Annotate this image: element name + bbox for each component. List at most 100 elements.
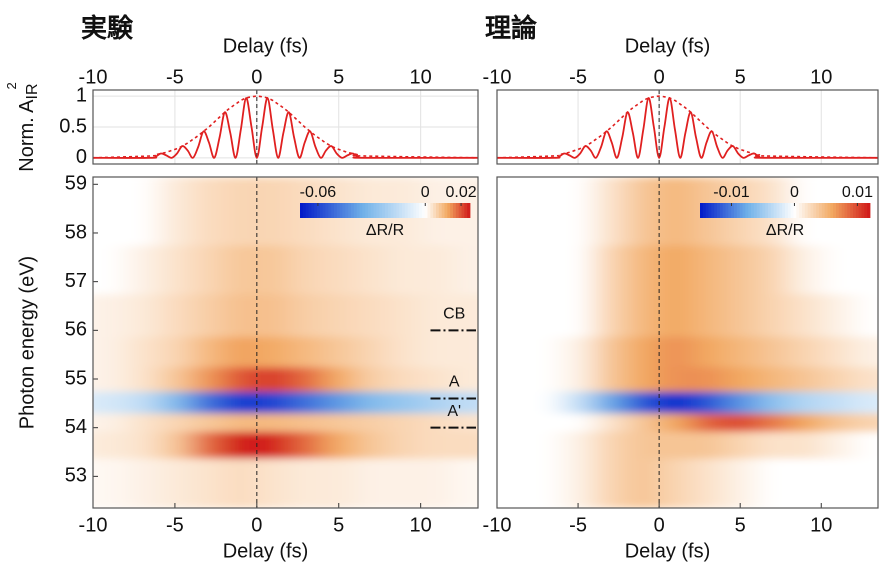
plot-frame — [496, 89, 879, 165]
colorbar-swatch — [359, 203, 363, 218]
heatmap-cell — [289, 431, 323, 459]
heatmap-cell — [691, 458, 725, 508]
heatmap-cell — [387, 458, 422, 508]
heatmap-cell — [821, 413, 855, 432]
colorbar-swatch — [768, 203, 772, 218]
heatmap-cell — [355, 366, 389, 392]
heatmap-cell — [93, 366, 127, 392]
heatmap-cell — [594, 391, 628, 414]
heatmap-cell — [691, 293, 725, 337]
heatmap-cell — [93, 391, 127, 414]
colorbar-swatch — [331, 203, 335, 218]
heatmap-cell — [594, 458, 628, 508]
colorbar-swatch — [447, 203, 451, 218]
colorbar-swatch — [773, 203, 777, 218]
x-tick-label: 5 — [735, 514, 746, 536]
colorbar-swatch — [427, 203, 431, 218]
colorbar-tick-label: 0.01 — [842, 184, 873, 201]
heatmap-cell — [853, 431, 878, 459]
colorbar-swatch — [317, 203, 321, 218]
heatmap-cell — [420, 366, 454, 392]
colorbar-swatch — [751, 203, 755, 218]
colorbar-swatch — [734, 203, 738, 218]
colorbar-swatch — [441, 203, 445, 218]
colorbar-swatch — [410, 203, 414, 218]
colorbar-swatch — [467, 203, 471, 218]
y-tick-label: 0 — [76, 146, 87, 168]
heatmap-cell — [355, 293, 389, 337]
heatmap-cell — [691, 431, 725, 459]
y-axis-label-sub: IR — [24, 83, 41, 99]
colorbar-swatch — [404, 203, 409, 218]
heatmap-cell — [158, 391, 192, 414]
heatmap-cell — [420, 336, 454, 368]
x-tick-label: 10 — [410, 514, 432, 536]
heatmap-cell — [497, 366, 530, 392]
heatmap-cell — [420, 431, 454, 459]
heatmap-cell — [626, 336, 660, 368]
heatmap-cell — [659, 458, 693, 508]
heatmap-cell — [420, 391, 454, 414]
x-tick-label: -10 — [483, 66, 512, 88]
heatmap-cell — [158, 366, 192, 392]
heatmap-cell — [158, 458, 192, 508]
colorbar-swatch — [458, 203, 462, 218]
heatmap-cell — [322, 366, 356, 392]
heatmap-cell — [821, 293, 855, 337]
envelope-line — [92, 95, 479, 159]
heatmap-cell — [691, 413, 725, 432]
colorbar-swatch — [748, 203, 752, 218]
heatmap-cell — [497, 431, 530, 459]
heatmap-cell — [289, 458, 323, 508]
heatmap-cell — [756, 458, 790, 508]
heatmap-cell — [387, 391, 422, 414]
x-tick-label: -5 — [166, 66, 184, 88]
colorbar-swatch — [325, 203, 329, 218]
x-axis-label: Delay (fs) — [223, 35, 309, 57]
colorbar-swatch — [322, 203, 326, 218]
heatmap-cell — [691, 245, 725, 295]
heatmap-cell — [256, 336, 291, 368]
colorbar-swatch — [725, 203, 729, 218]
colorbar-swatch — [396, 203, 400, 218]
colorbar-swatch — [776, 203, 780, 218]
heatmap-cell — [453, 366, 478, 392]
heatmap-cell — [355, 391, 389, 414]
y-axis-label: Norm. AIR 2 — [4, 82, 41, 171]
colorbar-swatch — [756, 203, 760, 218]
heatmap-cell — [322, 245, 356, 295]
colorbar-swatch — [838, 203, 843, 218]
heatmap-cell — [626, 413, 660, 432]
x-tick-label: -5 — [569, 66, 587, 88]
heatmap-cell — [529, 413, 563, 432]
heatmap-cell — [788, 366, 822, 392]
colorbar-swatch — [379, 203, 383, 218]
colorbar-swatch — [450, 203, 454, 218]
heatmap-cell — [191, 336, 225, 368]
heatmap-cell — [723, 431, 757, 459]
colorbar-swatch — [433, 203, 437, 218]
colorbar-swatch — [373, 203, 377, 218]
plot-frame — [92, 89, 479, 165]
heatmap-cell — [723, 413, 757, 432]
heatmap-cell — [788, 245, 822, 295]
heatmap-cell — [853, 293, 878, 337]
colorbar-swatch — [464, 203, 468, 218]
heatmap-cell — [626, 431, 660, 459]
colorbar-swatch — [802, 203, 806, 218]
heatmap-cell — [224, 177, 258, 246]
heatmap-cell — [594, 177, 628, 246]
heatmap-cell — [158, 245, 192, 295]
colorbar-swatch — [314, 203, 318, 218]
heatmap-cell — [594, 293, 628, 337]
heatmap-cell — [158, 293, 192, 337]
heatmap-cell — [756, 366, 790, 392]
heatmap-cell — [158, 177, 192, 246]
heatmap-cell — [322, 458, 356, 508]
heatmap-cell — [256, 245, 291, 295]
colorbar-swatch — [708, 203, 712, 218]
x-tick-label: 0 — [251, 514, 262, 536]
state-label: CB — [443, 306, 465, 323]
